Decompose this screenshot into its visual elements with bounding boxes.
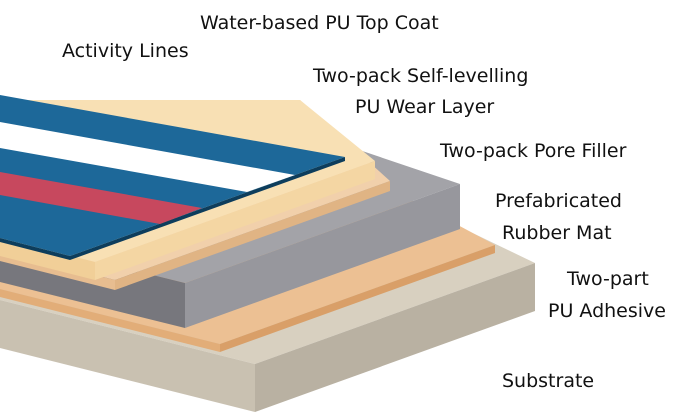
red-line	[0, 172, 202, 224]
adhesive-side	[220, 245, 495, 352]
label: Activity Lines	[62, 40, 189, 62]
label: Two-pack Pore Filler	[439, 140, 627, 162]
substrate-side	[255, 263, 535, 412]
label: Prefabricated	[495, 190, 622, 212]
label: Rubber Mat	[502, 222, 612, 244]
label: Two-part	[566, 268, 649, 290]
label: PU Wear Layer	[355, 96, 494, 118]
topcoat-edge	[0, 157, 345, 260]
label: Two-pack Self-levelling	[312, 65, 528, 87]
label: Substrate	[502, 370, 594, 392]
label: PU Adhesive	[548, 300, 666, 322]
wear-front	[0, 238, 95, 280]
filler-side	[115, 181, 390, 290]
mat-side	[185, 184, 460, 328]
white-line	[0, 122, 295, 192]
adhesive-front	[0, 289, 220, 352]
substrate-front	[0, 300, 255, 412]
label: Water-based PU Top Coat	[200, 12, 439, 34]
wear-side	[95, 161, 375, 280]
